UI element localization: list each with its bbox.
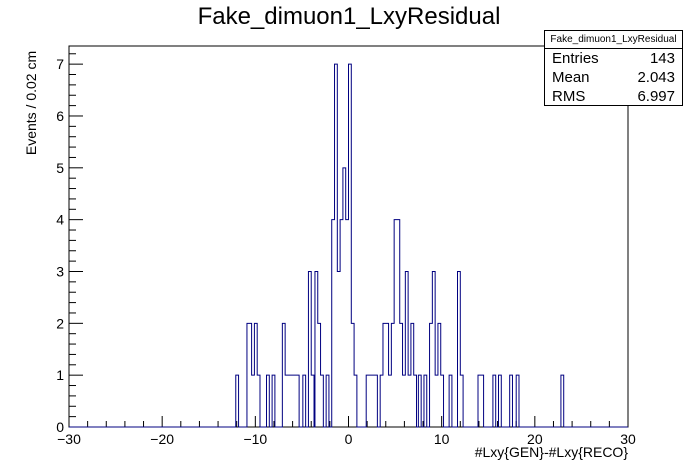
y-tick-label: 6	[56, 108, 64, 124]
stats-entries-value: 143	[649, 50, 675, 67]
x-axis: −30 −20 −10 0 10 20 30	[57, 416, 636, 447]
chart-title: Fake_dimuon1_LxyResidual	[198, 3, 501, 30]
x-tick-label: −30	[57, 431, 81, 447]
x-tick-label: 10	[434, 431, 450, 447]
histogram-line	[69, 63, 628, 428]
x-tick-label: −20	[150, 431, 174, 447]
x-tick-label: 20	[527, 431, 543, 447]
stats-mean-value: 2.043	[637, 69, 675, 86]
y-tick-label: 0	[56, 419, 64, 435]
y-axis: 0 1 2 3 4 5 6 7	[56, 53, 83, 435]
stats-row-rms: RMS 6.997	[545, 87, 682, 106]
y-tick-label: 2	[56, 315, 64, 331]
y-tick-label: 7	[56, 56, 64, 72]
x-tick-label: −10	[243, 431, 267, 447]
stats-title: Fake_dimuon1_LxyResidual	[545, 31, 682, 49]
stats-rms-value: 6.997	[637, 88, 675, 105]
y-tick-label: 5	[56, 160, 64, 176]
y-tick-label: 4	[56, 212, 64, 228]
y-tick-label: 3	[56, 263, 64, 279]
stats-row-entries: Entries 143	[545, 49, 682, 68]
stats-entries-label: Entries	[552, 50, 599, 67]
x-tick-label: 30	[620, 431, 636, 447]
y-axis-label: Events / 0.02 cm	[23, 51, 39, 155]
stats-rms-label: RMS	[552, 88, 586, 105]
stats-box: Fake_dimuon1_LxyResidual Entries 143 Mea…	[544, 30, 683, 106]
x-axis-label: #Lxy{GEN}-#Lxy{RECO}	[475, 444, 629, 460]
x-tick-label: 0	[345, 431, 353, 447]
stats-row-mean: Mean 2.043	[545, 68, 682, 87]
stats-mean-label: Mean	[552, 69, 590, 86]
y-tick-label: 1	[56, 367, 64, 383]
